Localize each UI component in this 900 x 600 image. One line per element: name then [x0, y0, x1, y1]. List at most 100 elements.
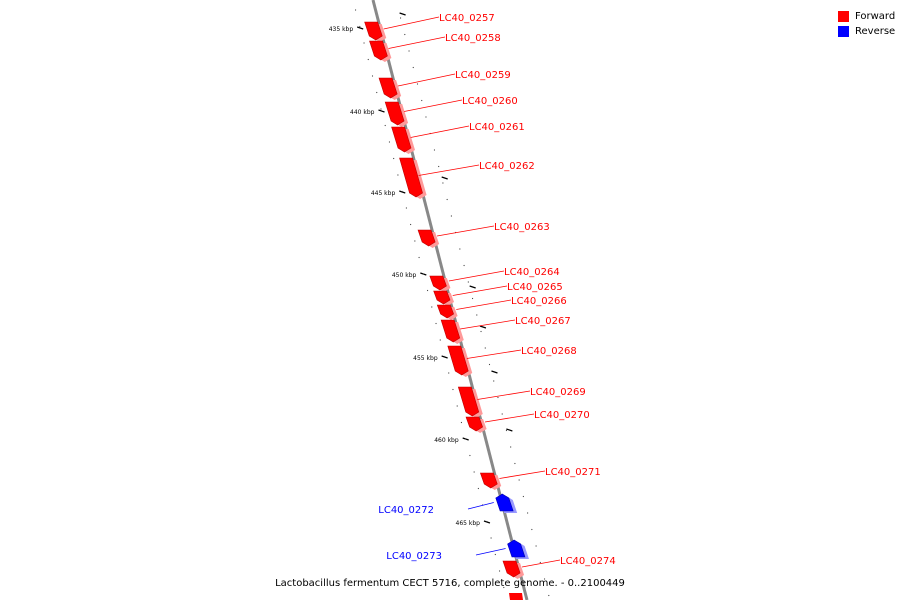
ruler-minor-dot: [359, 25, 361, 28]
gene-label: LC40_0263: [494, 222, 550, 233]
gene-label: LC40_0266: [511, 296, 567, 307]
reverse-gene-arrow: [495, 493, 514, 512]
ruler-minor-dot: [503, 586, 505, 589]
ruler-minor-dot: [401, 190, 403, 193]
ruler-minor-dot: [421, 99, 423, 102]
gene-label: LC40_0259: [455, 70, 511, 81]
forward-gene-arrow: [509, 593, 523, 600]
ruler-tick-label: 450 kbp: [392, 272, 417, 279]
ruler-tick-label: 460 kbp: [434, 437, 459, 444]
gene-label: LC40_0265: [507, 282, 563, 293]
ruler-minor-dot: [376, 91, 378, 94]
ruler-minor-dot: [480, 330, 482, 333]
legend-forward-label: Forward: [855, 11, 896, 22]
gene-leader-line: [388, 36, 446, 49]
forward-gene-arrow: [433, 290, 451, 305]
ruler-minor-dot: [443, 355, 446, 358]
ruler-minor-dot: [488, 363, 491, 366]
ruler-minor-dot: [539, 561, 541, 564]
ruler-tick-label: 445 kbp: [371, 190, 396, 197]
legend-reverse: Reverse: [838, 24, 895, 39]
ruler-right-tick: [441, 176, 448, 180]
ruler-minor-dot: [439, 339, 441, 341]
ruler-major-tick: [378, 109, 385, 113]
gene-label: LC40_0271: [545, 467, 601, 478]
ruler-minor-dot: [380, 108, 382, 110]
forward-gene-arrow: [384, 101, 405, 126]
ruler-minor-dot: [431, 306, 433, 308]
ruler-minor-dot: [388, 141, 391, 143]
ruler-tick-label: 455 kbp: [413, 355, 438, 362]
forward-gene-arrow: [479, 472, 498, 489]
ruler-minor-dot: [442, 182, 444, 184]
ruler-minor-dot: [459, 248, 461, 250]
ruler-minor-dot: [363, 42, 365, 44]
gene-label: LC40_0273: [386, 551, 442, 562]
gene-label: LC40_0261: [469, 122, 525, 133]
gene-leader-line: [466, 349, 522, 359]
ruler-minor-dot: [463, 264, 465, 267]
legend-reverse-label: Reverse: [855, 26, 896, 37]
gene-leader-line: [467, 502, 494, 510]
legend-forward: Forward: [838, 9, 895, 24]
gene-leader-line: [436, 225, 495, 237]
ruler-minor-dot: [505, 429, 508, 432]
ruler-minor-dot: [490, 537, 492, 539]
forward-gene-arrow: [417, 229, 436, 247]
gene-label: LC40_0257: [439, 13, 495, 24]
reverse-swatch-icon: [838, 26, 849, 37]
ruler-minor-dot: [399, 17, 402, 19]
gene-label: LC40_0264: [504, 267, 560, 278]
ruler-right-tick: [506, 428, 513, 432]
ruler-minor-dot: [471, 297, 474, 300]
gene-leader-line: [477, 390, 531, 400]
ruler-minor-dot: [510, 446, 512, 448]
ruler-minor-dot: [535, 545, 537, 547]
ruler-minor-dot: [477, 487, 479, 490]
ruler-minor-dot: [408, 50, 410, 52]
ruler-minor-dot: [435, 322, 437, 325]
forward-gene-arrow: [378, 77, 398, 99]
ruler-minor-dot: [367, 58, 369, 61]
ruler-minor-dot: [416, 83, 419, 85]
ruler-minor-dot: [426, 289, 429, 292]
forward-gene-arrow: [440, 319, 461, 343]
ruler-minor-dot: [412, 66, 414, 69]
ruler-minor-dot: [494, 553, 496, 556]
forward-swatch-icon: [838, 11, 849, 22]
forward-gene-arrow: [436, 304, 454, 319]
gene-leader-line: [410, 125, 470, 138]
gene-leader-line: [452, 285, 508, 296]
forward-gene-arrow: [399, 157, 423, 198]
gene-leader-line: [448, 270, 505, 282]
ruler-minor-dot: [543, 578, 546, 580]
ruler-minor-dot: [476, 314, 478, 316]
forward-gene-arrow: [391, 126, 412, 153]
gene-leader-line: [397, 73, 456, 87]
gene-label: LC40_0274: [560, 556, 616, 567]
ruler-tick-label: 465 kbp: [456, 520, 481, 527]
gene-leader-line: [418, 164, 480, 176]
gene-leader-line: [484, 413, 535, 423]
forward-gene-arrow: [369, 40, 388, 61]
ruler-minor-dot: [433, 149, 436, 151]
ruler-minor-dot: [460, 421, 463, 424]
ruler-minor-dot: [410, 223, 412, 226]
ruler-minor-dot: [397, 174, 399, 176]
ruler-right-tick: [491, 370, 498, 374]
gene-label: LC40_0268: [521, 346, 577, 357]
ruler-minor-dot: [493, 380, 495, 382]
ruler-minor-dot: [501, 413, 503, 415]
ruler-minor-dot: [371, 75, 374, 77]
gene-label: LC40_0272: [378, 505, 434, 516]
gene-leader-line: [475, 548, 506, 556]
gene-label: LC40_0258: [445, 33, 501, 44]
ruler-minor-dot: [425, 116, 427, 118]
forward-gene-arrow: [502, 560, 521, 578]
gene-label: LC40_0269: [530, 387, 586, 398]
ruler-tick-label: 435 kbp: [329, 26, 354, 33]
ruler-minor-dot: [473, 471, 475, 473]
genome-caption: Lactobacillus fermentum CECT 5716, compl…: [275, 578, 625, 589]
forward-gene-arrow: [364, 21, 383, 41]
